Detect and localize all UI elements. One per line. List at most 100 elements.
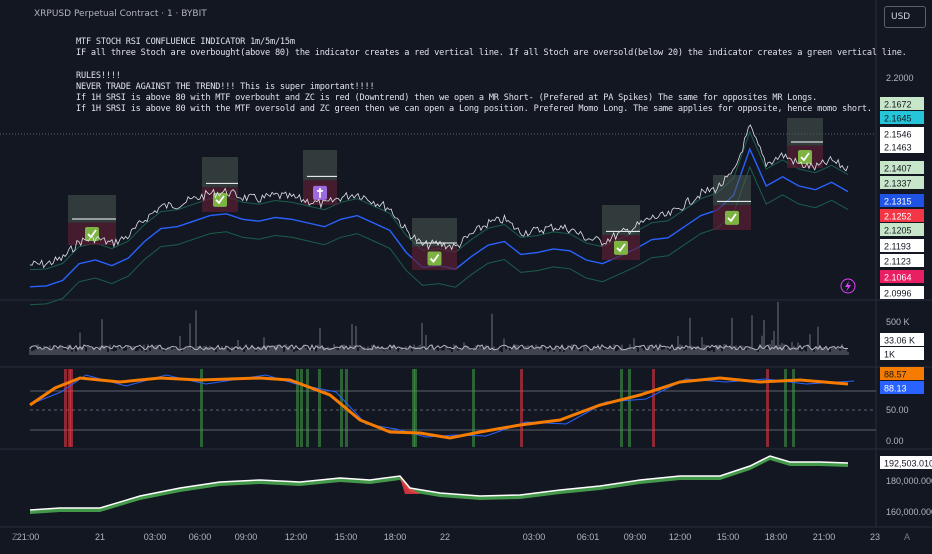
volume-pane[interactable]	[29, 301, 849, 355]
signal-bar	[64, 369, 67, 447]
signal-zone	[303, 150, 337, 181]
note-line: IF all three Stoch are overbought(above …	[76, 48, 907, 59]
svg-text:1K: 1K	[884, 350, 895, 360]
svg-text:2.1645: 2.1645	[884, 114, 912, 124]
time-label: 06:01	[577, 532, 600, 542]
time-label: 03:00	[144, 532, 167, 542]
svg-text:2.1337: 2.1337	[884, 179, 912, 189]
price-scale-label: 2.2000	[886, 73, 914, 83]
time-scale[interactable]: 21:00 21 03:00 06:00 09:00 12:00 15:00 18:00 22 0…	[12, 532, 910, 542]
price-tag[interactable]: 2.1064	[880, 270, 924, 283]
signal-bar	[628, 369, 631, 447]
signal-zone	[713, 175, 751, 206]
signal-bar	[296, 369, 299, 447]
price-line	[29, 124, 849, 269]
svg-text:2.1205: 2.1205	[884, 226, 912, 236]
time-label: 06:00	[189, 532, 212, 542]
signal-bar	[784, 369, 787, 447]
check-icon	[791, 141, 823, 164]
signal-zone	[68, 195, 116, 223]
price-tag[interactable]: 2.1672	[880, 97, 924, 110]
symbol-title[interactable]: XRPUSD Perpetual Contract · 1 · BYBIT	[34, 9, 207, 19]
note-line: If 1H SRSI is above 80 with the MTF over…	[76, 104, 872, 115]
time-label: 12:00	[669, 532, 692, 542]
note-line: If 1H SRSI is above 80 with MTF overbouh…	[76, 93, 818, 104]
stoch-tag[interactable]: 88.13	[880, 381, 924, 394]
trend-scale-label: 160,000.0000	[886, 507, 932, 517]
signal-bar	[520, 369, 523, 447]
price-scale[interactable]: 2.2000 2.1672 2.1645 2.1546 2.1463 2.1407 2.13…	[880, 73, 932, 517]
note-line: MTF STOCH RSI CONFLUENCE INDICATOR 1m/5m…	[76, 37, 295, 47]
price-tag[interactable]: 2.1645	[880, 111, 924, 124]
price-tag[interactable]: 2.1546	[880, 127, 924, 140]
time-label: 18:00	[765, 532, 788, 542]
signal-zone	[202, 157, 238, 188]
signal-bar	[652, 369, 655, 447]
volume-average-line	[29, 343, 849, 352]
svg-text:192,503.0106: 192,503.0106	[884, 459, 932, 469]
signal-bar	[792, 369, 795, 447]
stoch-tag[interactable]: 88.57	[880, 367, 924, 380]
price-tag[interactable]: 2.1315	[880, 194, 924, 207]
svg-text:33.06 K: 33.06 K	[884, 336, 915, 346]
trend-scale-label: 180,000.0000	[886, 476, 932, 486]
svg-text:2.1252: 2.1252	[884, 212, 912, 222]
volume-tag[interactable]: 33.06 K	[880, 333, 924, 346]
price-tag[interactable]: 2.1205	[880, 223, 924, 236]
price-tag[interactable]: 2.0996	[880, 286, 924, 299]
signal-bar	[412, 369, 415, 447]
price-tag[interactable]: 2.1407	[880, 161, 924, 174]
trend-tag[interactable]: 192,503.0106	[880, 456, 932, 469]
svg-text:2.1407: 2.1407	[884, 164, 912, 174]
auto-scale-icon[interactable]: A	[904, 532, 910, 542]
signal-bar	[306, 369, 309, 447]
svg-text:2.1193: 2.1193	[884, 242, 911, 252]
signal-zone	[602, 205, 640, 236]
svg-text:88.57: 88.57	[884, 370, 907, 380]
price-tag[interactable]: 2.1123	[880, 254, 924, 267]
check-icon	[416, 242, 457, 266]
lower-band-line	[29, 165, 849, 306]
time-label: 15:00	[717, 532, 740, 542]
signal-bar	[318, 369, 321, 447]
price-tag[interactable]: 2.1193	[880, 239, 924, 252]
time-label: 09:00	[235, 532, 258, 542]
signal-bar	[70, 369, 73, 447]
timezone-icon[interactable]: Z	[12, 532, 18, 542]
price-tag[interactable]: 2.1252	[880, 209, 924, 222]
time-label: 21	[95, 532, 105, 542]
trend-line	[29, 455, 849, 511]
price-tag[interactable]: 2.1337	[880, 176, 924, 189]
signal-bar	[200, 369, 203, 447]
signal-bar	[68, 369, 71, 447]
signal-bar	[766, 369, 769, 447]
zero-cross-pane[interactable]	[29, 455, 849, 514]
price-tag[interactable]: 2.1463	[880, 140, 924, 153]
volume-tag[interactable]: 1K	[880, 347, 924, 360]
price-pane[interactable]	[29, 118, 849, 306]
time-label: 12:00	[285, 532, 308, 542]
time-label: 22	[440, 532, 450, 542]
check-icon	[206, 182, 238, 207]
lightning-icon[interactable]	[840, 278, 856, 294]
volume-scale-label: 500 K	[886, 317, 910, 327]
svg-text:2.1315: 2.1315	[884, 197, 912, 207]
svg-text:2.1463: 2.1463	[884, 143, 912, 153]
stoch-d-line	[29, 376, 849, 440]
svg-text:2.0996: 2.0996	[884, 289, 912, 299]
signal-bar	[414, 369, 417, 447]
signal-bar	[620, 369, 623, 447]
currency-button[interactable]: USD	[884, 6, 926, 28]
svg-text:88.13: 88.13	[884, 384, 907, 394]
time-label: 15:00	[335, 532, 358, 542]
signal-bar	[472, 369, 475, 447]
svg-text:2.1123: 2.1123	[884, 257, 911, 267]
trend-fill-area	[30, 456, 848, 514]
stoch-rsi-pane[interactable]	[29, 369, 876, 447]
trend-fill-area	[400, 478, 420, 494]
time-label: 18:00	[384, 532, 407, 542]
svg-text:2.1546: 2.1546	[884, 130, 912, 140]
note-line: NEVER TRADE AGAINST THE TREND!!! This is…	[76, 81, 375, 92]
